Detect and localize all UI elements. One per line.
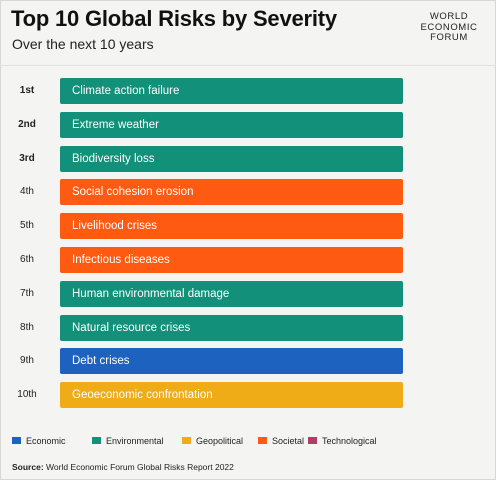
rank-label: 5th bbox=[20, 220, 34, 232]
risk-row: 1st Climate action failure bbox=[0, 78, 496, 104]
risk-row: 7th Human environmental damage bbox=[0, 280, 496, 307]
risk-bar-label: Infectious diseases bbox=[72, 254, 170, 266]
risk-bar: Infectious diseases bbox=[60, 247, 403, 273]
risk-row: 3rd Biodiversity loss bbox=[0, 145, 496, 172]
legend-label: Technological bbox=[322, 436, 377, 446]
risk-row: 6th Infectious diseases bbox=[0, 247, 496, 273]
rank-label: 2nd bbox=[18, 118, 36, 130]
legend-swatch bbox=[182, 437, 191, 444]
source-note: Source: World Economic Forum Global Risk… bbox=[12, 462, 234, 472]
legend-swatch bbox=[308, 437, 317, 444]
rank-label: 8th bbox=[20, 321, 34, 333]
legend-label: Economic bbox=[26, 436, 66, 446]
risk-bar-label: Biodiversity loss bbox=[72, 152, 155, 165]
legend: Economic Environmental Geopolitical Societa… bbox=[12, 435, 482, 447]
risk-bar: Biodiversity loss bbox=[60, 145, 403, 172]
rank-label: 9th bbox=[20, 355, 34, 367]
risk-bar-label: Human environmental damage bbox=[72, 287, 230, 300]
risk-bar-label: Natural resource crises bbox=[72, 321, 191, 334]
risk-bar: Debt crises bbox=[60, 348, 403, 375]
risk-bar-label: Geoeconomic confrontation bbox=[72, 389, 213, 402]
risk-bar-label: Climate action failure bbox=[72, 85, 180, 97]
legend-swatch bbox=[258, 437, 267, 444]
rank-label: 1st bbox=[19, 85, 35, 96]
risk-bar: Human environmental damage bbox=[60, 280, 403, 307]
risk-row: 4th Social cohesion erosion bbox=[0, 179, 496, 206]
legend-swatch bbox=[92, 437, 101, 444]
rank-label: 4th bbox=[20, 186, 34, 198]
risk-bar-label: Livelihood crises bbox=[72, 220, 158, 233]
risk-row: 2nd Extreme weather bbox=[0, 111, 496, 138]
risk-bar: Natural resource crises bbox=[60, 314, 403, 341]
wef-logo: WORLD ECONOMIC FORUM bbox=[418, 11, 480, 44]
legend-swatch bbox=[12, 437, 21, 444]
legend-label: Environmental bbox=[106, 436, 164, 446]
risk-bar: Social cohesion erosion bbox=[60, 179, 403, 206]
logo-line: WORLD bbox=[429, 11, 469, 22]
rank-label: 3rd bbox=[19, 152, 35, 164]
legend-label: Geopolitical bbox=[196, 436, 244, 446]
header-divider bbox=[0, 65, 496, 66]
rank-label: 10th bbox=[17, 389, 37, 401]
chart-title: Top 10 Global Risks by Severity bbox=[11, 6, 337, 31]
rank-label: 7th bbox=[20, 287, 34, 299]
logo-line: ECONOMIC bbox=[420, 21, 478, 33]
source-text: World Economic Forum Global Risks Report… bbox=[43, 462, 234, 472]
risk-bar: Climate action failure bbox=[60, 78, 403, 104]
risk-bar: Livelihood crises bbox=[60, 213, 403, 240]
risk-row: 8th Natural resource crises bbox=[0, 314, 496, 341]
source-label: Source: bbox=[12, 462, 44, 472]
risk-bar-label: Social cohesion erosion bbox=[72, 186, 194, 199]
risk-row: 5th Livelihood crises bbox=[0, 213, 496, 240]
logo-line: FORUM bbox=[430, 32, 468, 43]
risk-row: 10th Geoeconomic confrontation bbox=[0, 382, 496, 409]
risk-bar-label: Extreme weather bbox=[72, 118, 159, 131]
risk-bar: Extreme weather bbox=[60, 111, 403, 138]
risk-bar: Geoeconomic confrontation bbox=[60, 382, 403, 409]
risk-bar-label: Debt crises bbox=[72, 355, 130, 368]
legend-label: Societal bbox=[272, 436, 305, 446]
risk-row: 9th Debt crises bbox=[0, 348, 496, 375]
chart-subtitle: Over the next 10 years bbox=[12, 36, 154, 52]
rank-label: 6th bbox=[20, 254, 34, 265]
